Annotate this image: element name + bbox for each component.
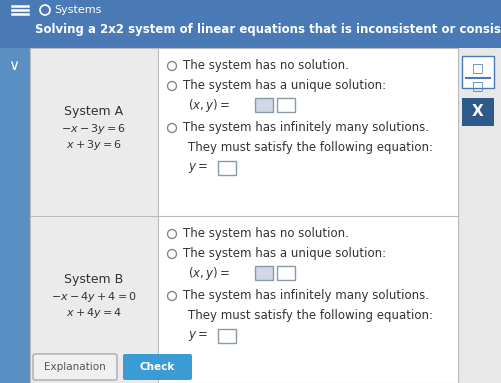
Text: System B: System B [64, 273, 124, 286]
FancyBboxPatch shape [123, 354, 192, 380]
Text: $(x, y) =$: $(x, y) =$ [188, 97, 230, 113]
Text: □: □ [472, 80, 484, 93]
Text: X: X [472, 105, 484, 119]
Bar [0, 48, 30, 383]
Bar [277, 98, 295, 112]
Text: The system has infinitely many solutions.: The system has infinitely many solutions… [183, 121, 429, 134]
Bar [462, 98, 494, 126]
Text: $(x, y) =$: $(x, y) =$ [188, 265, 230, 282]
Text: $y =$: $y =$ [188, 329, 208, 343]
Text: The system has no solution.: The system has no solution. [183, 59, 349, 72]
Bar [218, 161, 236, 175]
Text: System A: System A [65, 105, 124, 118]
Text: Systems: Systems [54, 5, 101, 15]
Text: The system has a unique solution:: The system has a unique solution: [183, 80, 386, 93]
Text: They must satisfy the following equation:: They must satisfy the following equation… [188, 141, 433, 154]
Text: $-x-4y+4=0$: $-x-4y+4=0$ [51, 290, 137, 303]
Bar [30, 48, 158, 216]
Text: ∨: ∨ [8, 59, 19, 74]
Text: Check: Check [139, 362, 175, 372]
Text: $y =$: $y =$ [188, 161, 208, 175]
Bar [158, 216, 458, 383]
Bar [30, 216, 158, 383]
Bar [158, 48, 458, 216]
Bar [0, 0, 501, 48]
Text: The system has a unique solution:: The system has a unique solution: [183, 247, 386, 260]
Bar [218, 329, 236, 343]
Text: □: □ [472, 62, 484, 75]
Text: $x+4y=4$: $x+4y=4$ [66, 306, 122, 319]
Text: Explanation: Explanation [44, 362, 106, 372]
Bar [458, 48, 501, 153]
Text: They must satisfy the following equation:: They must satisfy the following equation… [188, 309, 433, 322]
FancyBboxPatch shape [33, 354, 117, 380]
Bar [255, 266, 273, 280]
Bar [255, 98, 273, 112]
Text: The system has no solution.: The system has no solution. [183, 228, 349, 241]
Text: $x+3y=6$: $x+3y=6$ [66, 138, 122, 152]
Text: $-x-3y=6$: $-x-3y=6$ [62, 122, 127, 136]
Text: Solving a 2x2 system of linear equations that is inconsistent or consisten...: Solving a 2x2 system of linear equations… [35, 23, 501, 36]
Bar [30, 48, 458, 383]
Bar [462, 56, 494, 88]
Text: The system has infinitely many solutions.: The system has infinitely many solutions… [183, 290, 429, 303]
Bar [277, 266, 295, 280]
